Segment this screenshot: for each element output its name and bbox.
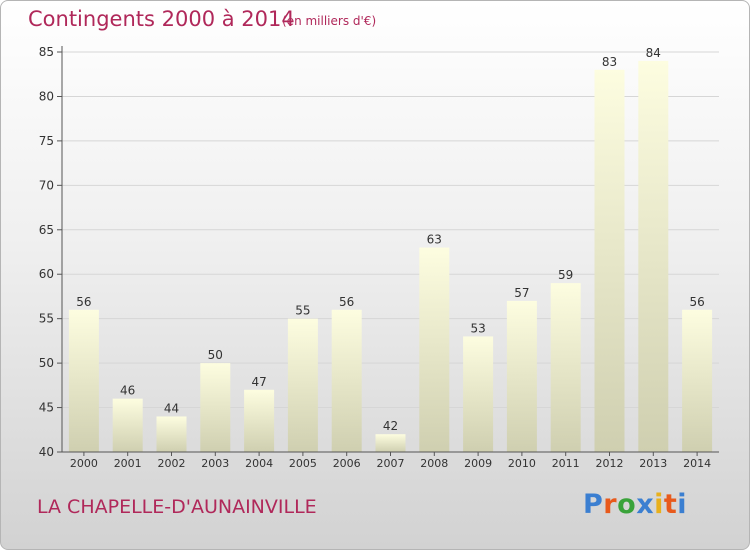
x-tick-label: 2010 [508,457,536,470]
y-tick-label: 85 [39,45,54,59]
bars [68,60,713,453]
y-tick-label: 65 [39,223,54,237]
y-tick-label: 50 [39,356,54,370]
bar [594,69,625,453]
data-label: 59 [558,268,573,282]
data-label: 63 [427,233,442,247]
chart-subtitle: (en milliers d'€) [282,14,377,28]
data-label: 42 [383,419,398,433]
x-tick-label: 2008 [420,457,448,470]
x-tick-label: 2000 [70,457,98,470]
logo-letter: r [603,489,618,520]
logo-letter: i [654,489,664,520]
y-tick-label: 55 [39,312,54,326]
logo-letter: x [636,489,655,520]
bar [68,309,99,452]
bar [682,309,713,452]
bar [375,434,406,452]
x-tick-label: 2003 [201,457,229,470]
y-tick-label: 45 [39,401,54,415]
labels: 40 45 50 55 60 65 70 75 80 85 56 2000 46 2001 44 2002 50… [39,45,711,470]
x-tick-label: 2005 [289,457,317,470]
proxiti-logo: Proxiti [583,489,687,520]
data-label: 53 [470,321,485,335]
bar [550,283,581,452]
y-tick-label: 40 [39,445,54,459]
bar [244,389,275,452]
data-label: 56 [339,295,354,309]
x-tick-label: 2011 [552,457,580,470]
x-tick-label: 2009 [464,457,492,470]
data-label: 84 [646,46,661,60]
logo-letter: t [663,489,678,520]
data-label: 44 [164,401,179,415]
data-label: 83 [602,55,617,69]
bar [200,363,231,452]
bar [638,60,669,453]
x-tick-label: 2012 [596,457,624,470]
logo-letter: i [677,489,688,520]
data-label: 56 [76,295,91,309]
x-tick-label: 2004 [245,457,273,470]
data-label: 56 [689,295,704,309]
x-tick-label: 2013 [639,457,667,470]
data-label: 50 [208,348,223,362]
data-label: 57 [514,286,529,300]
x-tick-label: 2007 [377,457,405,470]
commune-name: LA CHAPELLE-D'AUNAINVILLE [37,496,317,518]
y-tick-label: 75 [39,134,54,148]
x-tick-label: 2001 [114,457,142,470]
data-label: 46 [120,384,135,398]
bar [112,398,143,452]
y-tick-label: 70 [39,178,54,192]
chart-title: Contingents 2000 à 2014 [28,7,295,31]
bar [287,318,318,452]
bar [331,309,362,452]
bar [463,336,494,452]
axes [57,46,719,456]
y-tick-label: 80 [39,89,54,103]
bar [419,247,450,452]
x-tick-label: 2006 [333,457,361,470]
logo-letter: P [583,489,604,520]
y-tick-label: 60 [39,267,54,281]
data-label: 55 [295,304,310,318]
x-tick-label: 2014 [683,457,711,470]
logo-letter: o [617,489,637,520]
bar [506,300,537,452]
bar [156,416,187,452]
x-tick-label: 2002 [158,457,186,470]
data-label: 47 [251,375,266,389]
